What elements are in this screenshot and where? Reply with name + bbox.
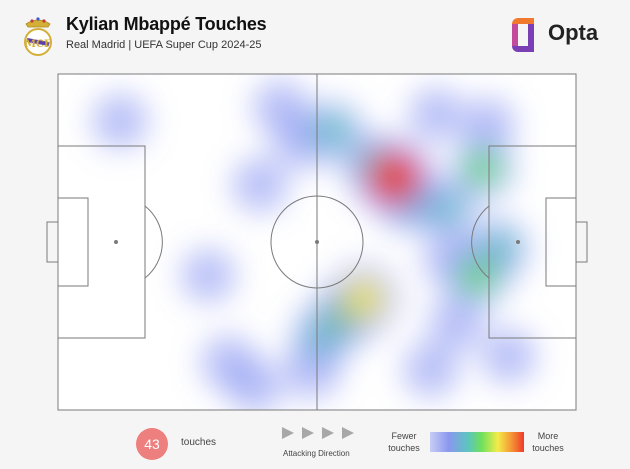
touch-heatmap-pitch <box>46 73 588 411</box>
left-penalty-spot <box>114 240 118 244</box>
attacking-direction-arrows-icon <box>282 427 354 439</box>
touch-count-badge: 43 <box>136 428 168 460</box>
page-title: Kylian Mbappé Touches <box>66 14 267 34</box>
heat-spot-8 <box>92 93 148 149</box>
opta-logo-icon <box>512 18 534 52</box>
scale-low-line1: Fewer <box>391 431 417 441</box>
left-goal <box>46 221 59 263</box>
touch-count-label: touches <box>181 437 217 448</box>
header: MCF Kylian Mbappé Touches Real Madrid | … <box>0 0 630 70</box>
scale-high-line1: More <box>537 431 559 441</box>
left-penalty-arc <box>144 205 163 279</box>
pitch-markings <box>46 73 588 411</box>
right-goal <box>575 221 588 263</box>
scale-high-label: More touches <box>528 430 568 454</box>
brand-name: Opta <box>548 20 599 45</box>
heat-spot-6 <box>232 157 288 213</box>
right-penalty-spot <box>516 240 520 244</box>
heat-spot-core-22 <box>459 257 496 294</box>
heat-spot-7 <box>403 342 459 398</box>
real-madrid-crest-icon: MCF <box>24 17 52 56</box>
attacking-direction-label: Attacking Direction <box>283 449 350 458</box>
center-spot <box>315 240 319 244</box>
heat-spot-10 <box>429 294 485 351</box>
right-penalty-arc <box>471 205 490 279</box>
heat-spot-3 <box>481 329 536 384</box>
center-circle <box>270 195 364 289</box>
svg-text:MCF: MCF <box>25 39 51 50</box>
intensity-scale <box>430 432 524 452</box>
scale-low-label: Fewer touches <box>384 430 424 454</box>
heat-spot-2 <box>181 248 236 303</box>
heat-spot-core-20 <box>465 150 501 186</box>
scale-high-line2: touches <box>532 443 564 453</box>
heat-spot-core-16 <box>316 115 349 148</box>
page-subtitle: Real Madrid | UEFA Super Cup 2024-25 <box>66 39 262 51</box>
heat-spot-core-23 <box>342 277 386 321</box>
heat-spot-11 <box>201 335 257 391</box>
heat-spot-peak-24 <box>384 168 405 189</box>
heat-layer <box>92 80 536 410</box>
heat-spot-0 <box>409 87 463 141</box>
scale-low-line2: touches <box>388 443 420 453</box>
